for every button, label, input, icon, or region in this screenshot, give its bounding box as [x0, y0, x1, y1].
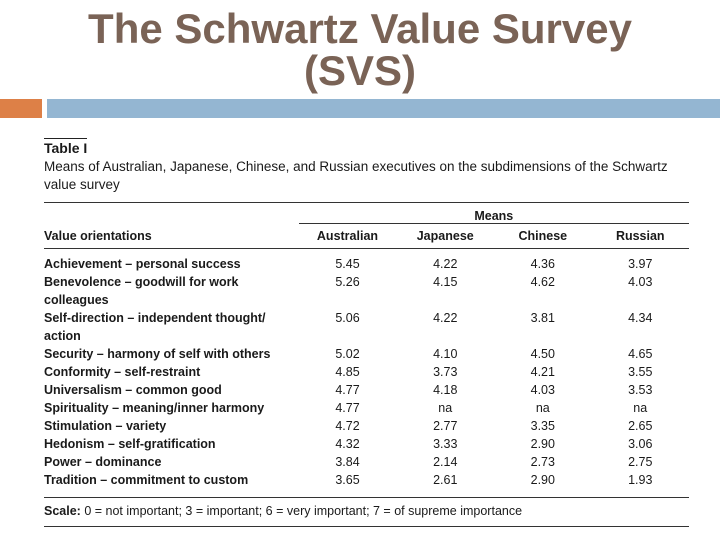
scale-row: Scale: 0 = not important; 3 = important;…	[44, 497, 689, 527]
value-orientation-cell: Power – dominance	[44, 455, 162, 469]
means-header: Means	[298, 202, 689, 224]
mean-value-cell: na	[438, 401, 453, 415]
mean-value-cell: 4.03	[530, 383, 555, 397]
table-row: Stimulation – variety 4.72 2.77 3.35 2.65	[44, 417, 689, 435]
mean-value-cell: 4.34	[628, 311, 653, 325]
column-header-row: Value orientations Australian Japanese C…	[44, 223, 689, 249]
mean-value-cell: 2.73	[530, 455, 555, 469]
mean-value-cell: 4.85	[335, 365, 360, 379]
mean-value-cell: 3.65	[335, 473, 360, 487]
value-orientation-cell: Self-direction – independent thought/ ac…	[44, 311, 266, 343]
mean-value-cell: 2.65	[628, 419, 653, 433]
scale-note: Scale: 0 = not important; 3 = important;…	[44, 497, 689, 527]
scale-text: 0 = not important; 3 = important; 6 = ve…	[84, 504, 523, 518]
mean-value-cell: 2.90	[530, 437, 555, 451]
mean-value-cell: 4.50	[530, 347, 555, 361]
table-row: Universalism – common good 4.77 4.18 4.03 3.…	[44, 381, 689, 399]
means-header-row: Means	[44, 202, 689, 224]
mean-value-cell: 4.03	[628, 275, 653, 289]
mean-value-cell: 4.65	[628, 347, 653, 361]
mean-value-cell: na	[633, 401, 648, 415]
slide-title: The Schwartz Value Survey (SVS)	[0, 8, 720, 92]
table-row: Self-direction – independent thought/ ac…	[44, 309, 689, 345]
accent-bar-orange	[0, 99, 42, 118]
table-row: Achievement – personal success 5.45 4.22 4.…	[44, 249, 689, 274]
table-row: Tradition – commitment to custom 3.65 2.61…	[44, 471, 689, 498]
mean-value-cell: 2.14	[433, 455, 458, 469]
column-header: Value orientations	[44, 223, 299, 249]
mean-value-cell: 1.93	[628, 473, 653, 487]
mean-value-cell: 2.77	[433, 419, 458, 433]
mean-value-cell: 4.77	[335, 401, 360, 415]
mean-value-cell: 2.61	[433, 473, 458, 487]
mean-value-cell: 4.32	[335, 437, 360, 451]
table-caption: Means of Australian, Japanese, Chinese, …	[44, 159, 668, 192]
mean-value-cell: 5.45	[335, 257, 360, 271]
column-header: Australian	[298, 223, 397, 249]
mean-value-cell: 2.75	[628, 455, 653, 469]
accent-bar-blue	[47, 99, 720, 118]
value-orientation-cell: Tradition – commitment to custom	[44, 473, 249, 487]
mean-value-cell: 4.10	[433, 347, 458, 361]
value-orientation-cell: Spirituality – meaning/inner harmony	[44, 401, 265, 415]
mean-value-cell: 5.26	[335, 275, 360, 289]
scale-label: Scale:	[44, 504, 81, 518]
mean-value-cell: 4.22	[433, 257, 458, 271]
table-row: Power – dominance 3.84 2.14 2.73 2.75	[44, 453, 689, 471]
table-row: Hedonism – self-gratification 4.32 3.33 2.9…	[44, 435, 689, 453]
value-orientation-cell: Conformity – self-restraint	[44, 365, 201, 379]
value-orientation-cell: Universalism – common good	[44, 383, 222, 397]
mean-value-cell: 3.97	[628, 257, 653, 271]
table-body: Achievement – personal success 5.45 4.22 4.…	[44, 249, 689, 498]
mean-value-cell: 2.90	[530, 473, 555, 487]
value-orientation-cell: Benevolence – goodwill for work colleagu…	[44, 275, 239, 307]
means-table: Means Value orientations Australian Japa…	[44, 202, 689, 527]
table-row: Benevolence – goodwill for work colleagu…	[44, 273, 689, 309]
table-label: Table I	[44, 138, 88, 156]
mean-value-cell: 4.72	[335, 419, 360, 433]
mean-value-cell: 4.15	[433, 275, 458, 289]
table-row: Spirituality – meaning/inner harmony 4.77…	[44, 399, 689, 417]
mean-value-cell: 4.18	[433, 383, 458, 397]
mean-value-cell: 3.33	[433, 437, 458, 451]
mean-value-cell: 3.35	[530, 419, 555, 433]
mean-value-cell: 3.81	[530, 311, 555, 325]
slide-title-line-2: (SVS)	[303, 47, 416, 94]
column-header: Chinese	[494, 223, 592, 249]
value-orientation-cell: Security – harmony of self with others	[44, 347, 271, 361]
mean-value-cell: 4.22	[433, 311, 458, 325]
mean-value-cell: 3.06	[628, 437, 653, 451]
mean-value-cell: 5.02	[335, 347, 360, 361]
mean-value-cell: 4.36	[530, 257, 555, 271]
value-orientation-cell: Stimulation – variety	[44, 419, 167, 433]
mean-value-cell: 5.06	[335, 311, 360, 325]
value-orientation-cell: Hedonism – self-gratification	[44, 437, 216, 451]
mean-value-cell: 3.84	[335, 455, 360, 469]
table-figure: Table I Means of Australian, Japanese, C…	[44, 138, 689, 527]
value-orientation-cell: Achievement – personal success	[44, 257, 241, 271]
table-row: Conformity – self-restraint 4.85 3.73 4.21 3…	[44, 363, 689, 381]
mean-value-cell: na	[535, 401, 550, 415]
mean-value-cell: 4.77	[335, 383, 360, 397]
mean-value-cell: 4.62	[530, 275, 555, 289]
mean-value-cell: 3.55	[628, 365, 653, 379]
mean-value-cell: 3.53	[628, 383, 653, 397]
column-header: Russian	[591, 223, 689, 249]
mean-value-cell: 3.73	[433, 365, 458, 379]
table-row: Security – harmony of self with others 5.…	[44, 345, 689, 363]
mean-value-cell: 4.21	[530, 365, 555, 379]
slide-title-line-1: The Schwartz Value Survey	[88, 5, 632, 52]
column-header: Japanese	[396, 223, 495, 249]
